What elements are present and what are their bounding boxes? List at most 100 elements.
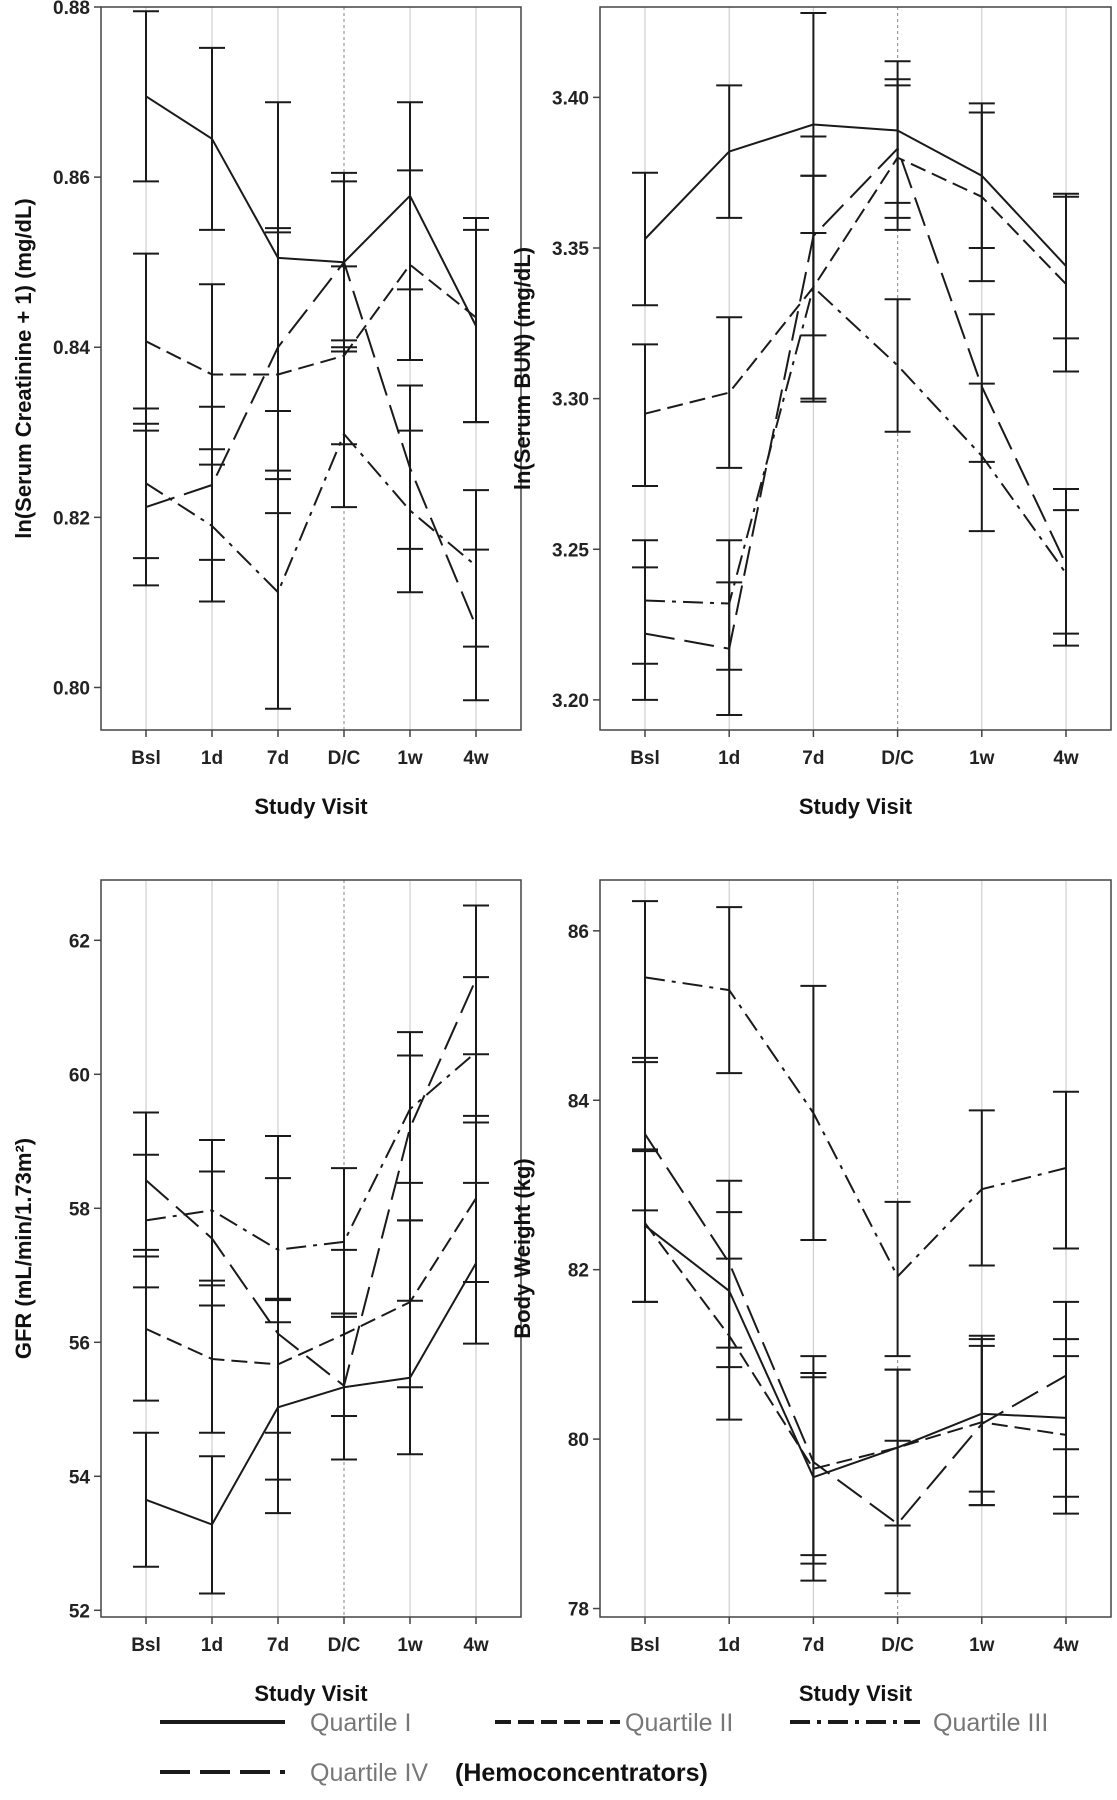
series-quartile-iv bbox=[632, 1056, 1079, 1595]
series-quartile-i bbox=[632, 12, 1079, 340]
y-tick-label: 3.25 bbox=[552, 540, 589, 561]
series-line bbox=[644, 1224, 1067, 1479]
plot-frame bbox=[599, 6, 1112, 731]
x-tick-label: 1d bbox=[718, 748, 740, 769]
y-tick-label: 58 bbox=[69, 1199, 90, 1220]
y-tick-label: 0.84 bbox=[53, 338, 90, 359]
x-tick-label: 1w bbox=[969, 748, 995, 769]
legend-suffix: (Hemoconcentrators) bbox=[455, 1759, 708, 1787]
y-axis-title: ln(Serum BUN) (mg/dL) bbox=[510, 247, 535, 490]
series-line bbox=[145, 261, 477, 627]
series-line bbox=[145, 1262, 477, 1526]
x-tick-label: 1w bbox=[397, 1635, 423, 1656]
series-quartile-iii bbox=[632, 900, 1079, 1358]
x-tick-label: 1w bbox=[397, 748, 423, 769]
y-tick-label: 62 bbox=[69, 931, 90, 952]
plot-frame bbox=[100, 6, 522, 731]
panel-creatinine: 0.80 0.82 0.84 0.86 0.88 Bsl 1d 7d D/C 1w 4w Study … bbox=[11, 0, 522, 819]
x-tick-label: 1d bbox=[201, 748, 223, 769]
series-quartile-ii bbox=[133, 1114, 489, 1434]
x-tick-label: Bsl bbox=[630, 1635, 660, 1656]
y-tick-label: 0.86 bbox=[53, 168, 90, 189]
x-tick-label: 4w bbox=[1053, 748, 1079, 769]
x-axis-title: Study Visit bbox=[799, 1681, 913, 1706]
series-line bbox=[145, 1051, 477, 1251]
series-quartile-iv bbox=[133, 904, 489, 1481]
series-quartile-iv bbox=[133, 180, 489, 702]
y-tick-label: 78 bbox=[568, 1600, 589, 1621]
x-tick-label: D/C bbox=[881, 748, 914, 769]
series-quartile-i bbox=[632, 1148, 1079, 1582]
y-tick-label: 86 bbox=[568, 922, 589, 943]
series-line bbox=[644, 156, 1067, 415]
plot-frame bbox=[100, 879, 522, 1618]
x-tick-label: Bsl bbox=[630, 748, 660, 769]
series-line bbox=[644, 123, 1067, 267]
y-tick-label: 54 bbox=[69, 1467, 91, 1488]
x-tick-label: D/C bbox=[881, 1635, 914, 1656]
y-tick-label: 3.30 bbox=[552, 390, 589, 411]
legend-label: Quartile III bbox=[933, 1709, 1048, 1737]
y-tick-label: 82 bbox=[568, 1261, 589, 1282]
series-line bbox=[644, 286, 1067, 605]
x-tick-label: 7d bbox=[802, 748, 824, 769]
series-line bbox=[145, 433, 477, 594]
x-axis-title: Study Visit bbox=[254, 794, 368, 819]
y-tick-label: 3.35 bbox=[552, 239, 589, 260]
y-tick-label: 0.82 bbox=[53, 508, 90, 529]
y-tick-label: 84 bbox=[568, 1091, 590, 1112]
series-line bbox=[145, 263, 477, 376]
x-tick-label: 1w bbox=[969, 1635, 995, 1656]
y-axis-title: GFR (mL/min/1.73m²) bbox=[11, 1138, 36, 1359]
series-line bbox=[644, 1222, 1067, 1470]
y-tick-label: 56 bbox=[69, 1333, 90, 1354]
series-line bbox=[145, 1197, 477, 1366]
x-axis-title: Study Visit bbox=[254, 1681, 368, 1706]
series-quartile-iv bbox=[632, 78, 1079, 716]
y-tick-label: 0.88 bbox=[53, 0, 90, 19]
x-tick-label: 4w bbox=[463, 748, 489, 769]
y-tick-label: 80 bbox=[568, 1430, 589, 1451]
x-tick-label: D/C bbox=[328, 1635, 361, 1656]
x-tick-label: 4w bbox=[463, 1635, 489, 1656]
panel-bun: 3.20 3.25 3.30 3.35 3.40 Bsl 1d 7d D/C 1w 4w Study … bbox=[510, 6, 1112, 819]
series-quartile-ii bbox=[632, 84, 1079, 487]
series-quartile-i bbox=[133, 10, 489, 424]
x-tick-label: D/C bbox=[328, 748, 361, 769]
legend-label: Quartile I bbox=[310, 1709, 411, 1737]
x-tick-label: 1d bbox=[201, 1635, 223, 1656]
series-quartile-iii bbox=[133, 339, 489, 710]
series-quartile-i bbox=[133, 1181, 489, 1595]
x-axis-title: Study Visit bbox=[799, 794, 913, 819]
series-quartile-ii bbox=[133, 169, 489, 481]
y-axis-title: ln(Serum Creatinine + 1) (mg/dL) bbox=[11, 198, 36, 538]
legend-label: Quartile IV bbox=[310, 1759, 428, 1787]
x-tick-label: Bsl bbox=[131, 748, 161, 769]
y-tick-label: 3.20 bbox=[552, 691, 589, 712]
y-tick-label: 52 bbox=[69, 1601, 90, 1622]
x-tick-label: 7d bbox=[267, 1635, 289, 1656]
plot-frame bbox=[599, 879, 1112, 1618]
y-tick-label: 60 bbox=[69, 1065, 90, 1086]
series-quartile-ii bbox=[632, 1150, 1079, 1565]
y-tick-label: 0.80 bbox=[53, 678, 90, 699]
panel-gfr: 52 54 56 58 60 62 Bsl 1d 7d D/C 1w 4w Study Visit GFR… bbox=[11, 879, 522, 1706]
y-tick-label: 3.40 bbox=[552, 88, 589, 109]
series-line bbox=[644, 1133, 1067, 1525]
legend-label: Quartile II bbox=[625, 1709, 733, 1737]
series-quartile-iii bbox=[133, 976, 489, 1324]
series-line bbox=[644, 976, 1067, 1278]
x-tick-label: 1d bbox=[718, 1635, 740, 1656]
x-tick-label: 4w bbox=[1053, 1635, 1079, 1656]
legend: Quartile I Quartile II Quartile III Quartil… bbox=[160, 1709, 1048, 1787]
series-line bbox=[644, 147, 1067, 650]
x-tick-label: 7d bbox=[267, 748, 289, 769]
y-axis-title: Body Weight (kg) bbox=[510, 1158, 535, 1338]
panel-body-weight: 78 80 82 84 86 Bsl 1d 7d D/C 1w 4w Study Visit Body … bbox=[510, 879, 1112, 1706]
series-quartile-iii bbox=[632, 174, 1079, 671]
x-tick-label: Bsl bbox=[131, 1635, 161, 1656]
series-line bbox=[145, 95, 477, 327]
x-tick-label: 7d bbox=[802, 1635, 824, 1656]
series-line bbox=[145, 978, 477, 1387]
